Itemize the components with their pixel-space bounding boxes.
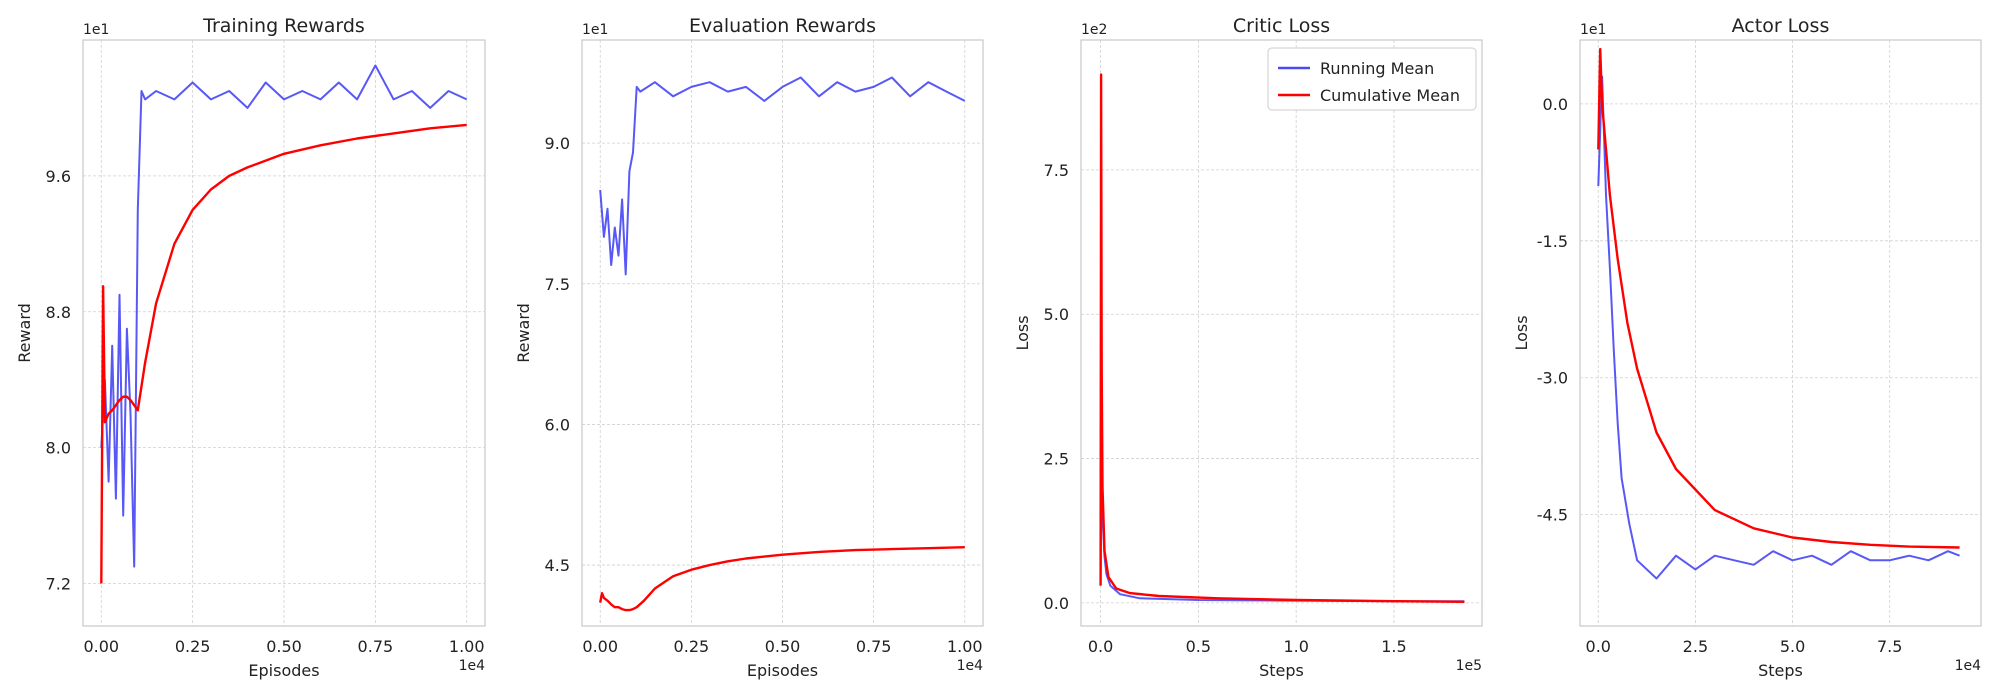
y-tick-label: 8.8 xyxy=(46,303,71,322)
series-group xyxy=(599,76,966,612)
x-tick-label: 0.5 xyxy=(1186,637,1211,656)
x-tick-label: 7.5 xyxy=(1877,637,1902,656)
y-axis-label: Reward xyxy=(514,303,533,363)
y-tick-label: 5.0 xyxy=(1044,305,1069,324)
x-tick-label: 1.00 xyxy=(947,637,983,656)
x-multiplier: 1e4 xyxy=(1955,658,1982,674)
x-tick-label: 2.5 xyxy=(1683,637,1708,656)
y-tick-label: 6.0 xyxy=(545,415,570,434)
chart-title: Evaluation Rewards xyxy=(689,15,876,37)
legend-label-cumulative-mean: Cumulative Mean xyxy=(1320,86,1460,105)
x-axis-label: Episodes xyxy=(248,661,319,680)
series-line-running-mean xyxy=(599,76,966,276)
y-tick-label: 2.5 xyxy=(1044,450,1069,469)
y-multiplier: 1e1 xyxy=(83,22,109,38)
series-line-cumulative-mean xyxy=(1099,73,1465,603)
x-tick-label: 0.75 xyxy=(856,637,892,656)
y-tick-label: 9.6 xyxy=(46,167,71,186)
series-line-cumulative-mean xyxy=(599,546,965,612)
x-tick-label: 0.50 xyxy=(765,637,801,656)
x-tick-label: 1.0 xyxy=(1283,637,1308,656)
legend: Running Mean Cumulative Mean xyxy=(1267,47,1477,111)
chart-panel-3: 0.0 0.5 1.0 1.5 0.0 2.5 5.0 7.5 1e2 1e5 Critic Los… xyxy=(1013,15,1483,680)
y-tick-label: -3.0 xyxy=(1537,369,1568,388)
y-axis-label: Loss xyxy=(1512,315,1531,350)
series-line-cumulative-mean xyxy=(100,123,467,584)
chart-panel-2: 0.00 0.25 0.50 0.75 1.00 4.5 6.0 7.5 9.0 1e1 1e4 Ev… xyxy=(514,15,984,680)
x-tick-label: 0.0 xyxy=(1088,637,1113,656)
series-group xyxy=(1099,73,1465,603)
y-multiplier: 1e2 xyxy=(1081,22,1107,38)
plot-area xyxy=(1579,39,1982,627)
legend-box xyxy=(1267,47,1477,111)
series-group xyxy=(100,64,468,584)
chart-title: Critic Loss xyxy=(1233,15,1330,37)
y-axis-label: Loss xyxy=(1013,315,1032,350)
y-tick-label: 0.0 xyxy=(1044,594,1069,613)
y-tick-label: 7.5 xyxy=(1044,161,1069,180)
x-axis-label: Steps xyxy=(1259,661,1304,680)
x-tick-label: 0.00 xyxy=(582,637,618,656)
x-multiplier: 1e5 xyxy=(1456,658,1482,674)
x-multiplier: 1e4 xyxy=(459,658,486,674)
y-tick-label: 8.0 xyxy=(46,439,71,458)
y-tick-label: -1.5 xyxy=(1537,232,1568,251)
series-line-running-mean xyxy=(1597,75,1960,580)
plot-area xyxy=(1080,39,1483,627)
chart-title: Actor Loss xyxy=(1732,15,1830,37)
series-group xyxy=(1597,47,1960,580)
x-axis-label: Episodes xyxy=(747,661,818,680)
x-tick-label: 1.00 xyxy=(449,637,485,656)
x-tick-label: 0.0 xyxy=(1586,637,1611,656)
x-tick-label: 0.25 xyxy=(674,637,710,656)
chart-title: Training Rewards xyxy=(202,15,365,37)
x-tick-label: 0.50 xyxy=(266,637,302,656)
x-tick-label: 0.00 xyxy=(83,637,119,656)
series-line-cumulative-mean xyxy=(1597,47,1960,549)
x-tick-label: 0.25 xyxy=(175,637,211,656)
y-tick-label: 4.5 xyxy=(545,556,570,575)
y-multiplier: 1e1 xyxy=(1580,22,1606,38)
x-multiplier: 1e4 xyxy=(957,658,984,674)
x-tick-label: 1.5 xyxy=(1381,637,1406,656)
x-tick-label: 0.75 xyxy=(358,637,394,656)
x-tick-label: 5.0 xyxy=(1780,637,1805,656)
legend-label-running-mean: Running Mean xyxy=(1320,59,1434,78)
chart-panel-1: 0.00 0.25 0.50 0.75 1.00 7.2 8.0 8.8 9.6 1e1 1e4 Tr… xyxy=(15,15,486,680)
y-axis-label: Reward xyxy=(15,303,34,363)
y-tick-label: 0.0 xyxy=(1543,95,1568,114)
y-tick-label: 7.5 xyxy=(545,275,570,294)
series-line-running-mean xyxy=(100,64,468,568)
y-multiplier: 1e1 xyxy=(582,22,608,38)
y-tick-label: 7.2 xyxy=(46,575,71,594)
y-tick-label: 9.0 xyxy=(545,134,570,153)
x-axis-label: Steps xyxy=(1758,661,1803,680)
chart-panel-4: 0.0 2.5 5.0 7.5 0.0 -1.5 -3.0 -4.5 1e1 1e4 Actor L… xyxy=(1512,15,1982,680)
y-tick-label: -4.5 xyxy=(1537,506,1568,525)
